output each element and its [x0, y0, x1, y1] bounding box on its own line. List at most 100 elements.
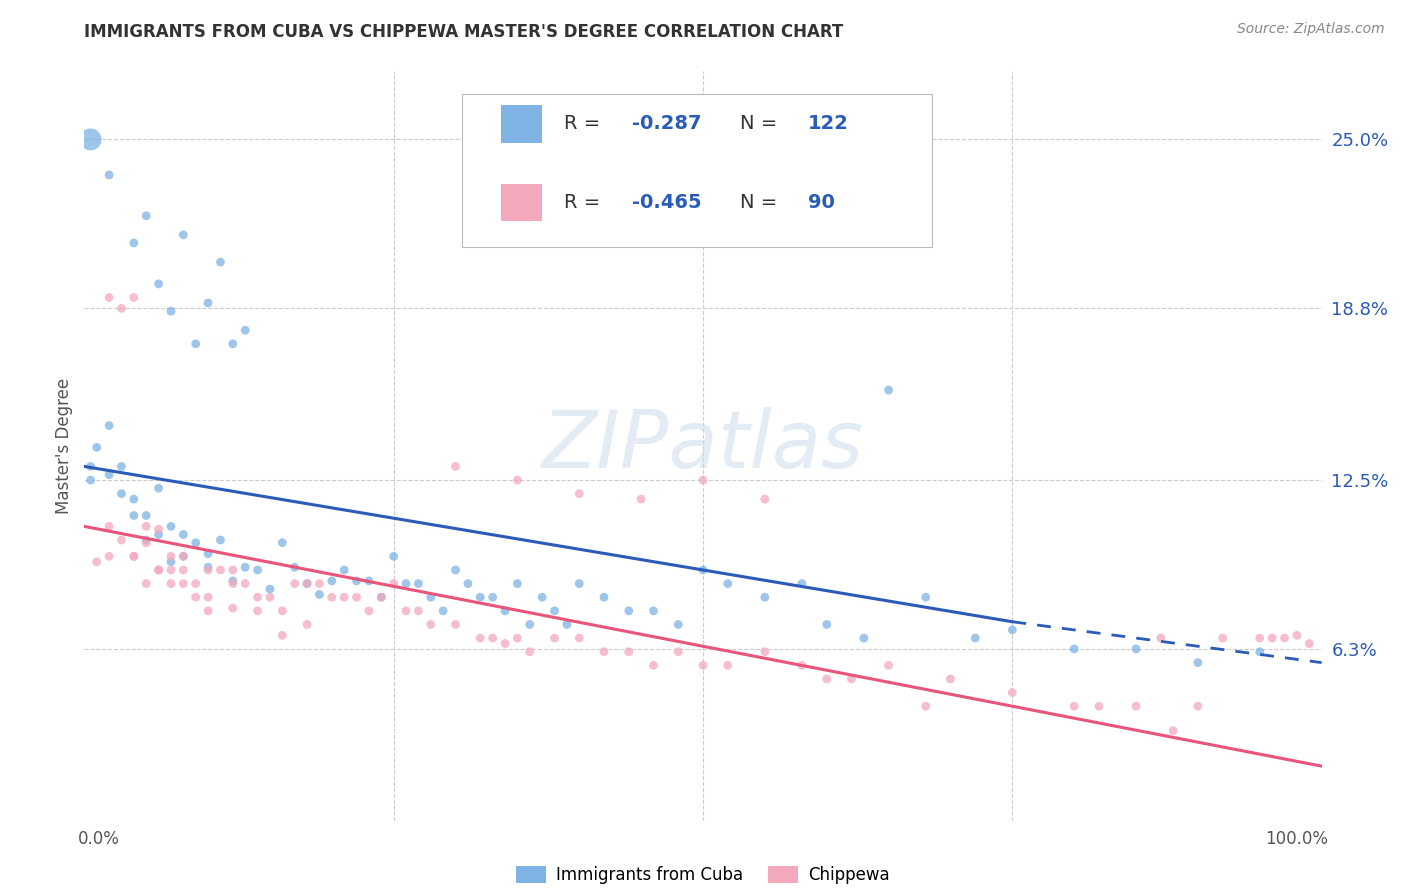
Text: N =: N =: [740, 114, 783, 133]
Point: [1001, 623, 1024, 637]
Point: [184, 576, 207, 591]
Point: [259, 591, 281, 605]
FancyBboxPatch shape: [502, 105, 543, 143]
Point: [1212, 631, 1234, 645]
Point: [160, 519, 183, 533]
Point: [852, 631, 875, 645]
Point: [643, 658, 665, 673]
Point: [233, 576, 256, 591]
Point: [98, 291, 121, 305]
Point: [209, 255, 232, 269]
Y-axis label: Master's Degree: Master's Degree: [55, 378, 73, 514]
Point: [135, 209, 157, 223]
Point: [98, 467, 121, 482]
Point: [222, 574, 245, 588]
Point: [110, 459, 132, 474]
Point: [160, 563, 183, 577]
Point: [184, 535, 207, 549]
Point: [457, 576, 479, 591]
Point: [506, 631, 529, 645]
Point: [754, 492, 776, 507]
Point: [122, 492, 145, 507]
Point: [271, 628, 294, 642]
Point: [295, 576, 318, 591]
Point: [284, 576, 307, 591]
Text: 100.0%: 100.0%: [1265, 830, 1327, 847]
Point: [98, 549, 121, 564]
FancyBboxPatch shape: [502, 184, 543, 221]
Point: [197, 591, 219, 605]
Point: [148, 522, 170, 536]
Text: 90: 90: [808, 193, 835, 212]
Point: [717, 658, 740, 673]
Point: [284, 560, 307, 574]
Point: [531, 591, 554, 605]
Point: [122, 549, 145, 564]
Point: [346, 574, 368, 588]
Point: [519, 617, 541, 632]
Point: [233, 323, 256, 337]
Point: [481, 591, 503, 605]
Point: [419, 591, 441, 605]
Point: [419, 617, 441, 632]
Point: [98, 418, 121, 433]
Point: [308, 576, 330, 591]
Point: [148, 563, 170, 577]
Point: [1150, 631, 1173, 645]
Point: [494, 604, 516, 618]
Point: [233, 560, 256, 574]
Point: [914, 699, 936, 714]
Point: [222, 576, 245, 591]
Point: [568, 486, 591, 500]
Point: [432, 604, 454, 618]
Point: [790, 658, 813, 673]
Point: [841, 672, 863, 686]
Point: [172, 227, 194, 242]
Point: [1187, 699, 1209, 714]
Point: [135, 533, 157, 547]
Text: -0.287: -0.287: [633, 114, 702, 133]
Point: [135, 519, 157, 533]
Point: [754, 591, 776, 605]
Point: [209, 533, 232, 547]
Point: [444, 459, 467, 474]
Text: R =: R =: [564, 114, 607, 133]
Point: [1285, 628, 1308, 642]
Point: [481, 631, 503, 645]
Point: [271, 535, 294, 549]
Point: [295, 576, 318, 591]
Point: [259, 582, 281, 596]
Text: N =: N =: [740, 193, 783, 212]
Point: [148, 527, 170, 541]
Point: [643, 604, 665, 618]
Point: [172, 527, 194, 541]
Point: [1063, 699, 1085, 714]
Point: [184, 591, 207, 605]
Text: -0.465: -0.465: [633, 193, 702, 212]
Point: [593, 645, 616, 659]
Point: [160, 555, 183, 569]
Point: [346, 591, 368, 605]
Point: [209, 563, 232, 577]
Point: [815, 617, 838, 632]
Point: [692, 658, 714, 673]
Point: [630, 492, 652, 507]
Point: [197, 547, 219, 561]
Point: [470, 631, 492, 645]
Point: [1249, 631, 1271, 645]
FancyBboxPatch shape: [461, 94, 932, 247]
Point: [160, 304, 183, 318]
Point: [98, 168, 121, 182]
Point: [222, 601, 245, 615]
Point: [333, 591, 356, 605]
Point: [110, 486, 132, 500]
Point: [470, 591, 492, 605]
Point: [160, 549, 183, 564]
Point: [939, 672, 962, 686]
Point: [382, 576, 405, 591]
Point: [617, 604, 640, 618]
Point: [877, 383, 900, 397]
Text: Source: ZipAtlas.com: Source: ZipAtlas.com: [1237, 22, 1385, 37]
Legend: Immigrants from Cuba, Chippewa: Immigrants from Cuba, Chippewa: [509, 859, 897, 890]
Point: [333, 563, 356, 577]
